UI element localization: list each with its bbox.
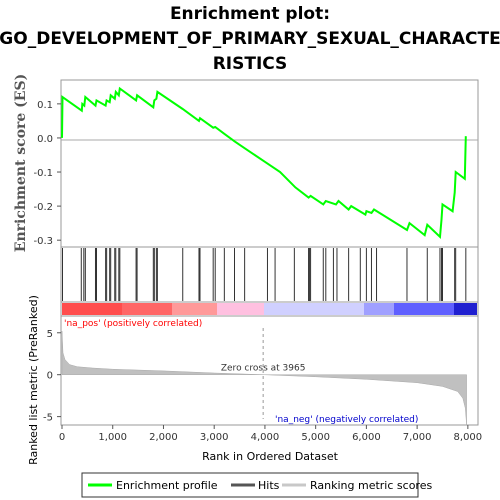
color-bar-red-dark [62,303,122,315]
zero-cross-label: Zero cross at 3965 [221,364,306,374]
es-y-ticks: 0.1 0.0 -0.1 -0.2 -0.3 [33,100,61,247]
es-panel-frame [60,79,479,248]
metric-x-tick-label: 2,000 [149,432,178,443]
metric-x-axis-label: Rank in Ordered Dataset [202,450,339,463]
legend-hits-label: Hits [258,479,280,492]
color-bar-pink [217,303,264,315]
es-y-tick-label: -0.3 [33,236,53,247]
hits-panel [60,246,479,303]
metric-y-tick-label: 5 [47,329,53,340]
ranking-metric-area [61,331,467,426]
negative-correlation-label: 'na_neg' (negatively correlated) [275,415,418,425]
es-y-tick-label: 0.1 [37,100,53,111]
enrichment-profile-line [61,86,467,239]
metric-y-tick-label: -5 [43,413,53,424]
metric-x-tick-label: 6,000 [352,432,381,443]
metric-x-tick-label: 1,000 [98,432,127,443]
hits-marks [62,248,467,301]
metric-x-tick-label: 5,000 [301,432,330,443]
chart-title-line2: GO_DEVELOPMENT_OF_PRIMARY_SEXUAL_CHARACT… [0,29,500,49]
legend: Enrichment profile Hits Ranking metric s… [81,472,432,498]
color-bar-lavender [264,303,364,315]
color-bar-blue-light [364,303,394,315]
hits-panel-frame [60,246,479,303]
es-y-axis-label: Enrichment score (ES) [13,74,29,252]
metric-x-ticks: 0 1,000 2,000 3,000 4,000 5,000 6,000 7,000 8,00… [59,425,482,443]
es-y-tick-label: 0.0 [37,134,53,145]
legend-metric-label: Ranking metric scores [310,479,432,492]
metric-y-tick-label: 0 [47,371,53,382]
metric-y-axis-label: Ranked list metric (PreRanked) [27,295,40,465]
color-bar-blue [394,303,454,315]
metric-x-tick-label: 8,000 [454,432,483,443]
color-bar-blue-dark [454,303,477,315]
positive-correlation-label: 'na_pos' (positively correlated) [64,319,202,329]
metric-x-tick-label: 3,000 [200,432,229,443]
metric-x-tick-label: 4,000 [251,432,280,443]
legend-enrichment-label: Enrichment profile [116,479,218,492]
es-panel: 0.1 0.0 -0.1 -0.2 -0.3 Enrichment score (ES) [13,74,479,252]
es-y-tick-label: -0.1 [33,168,53,179]
metric-y-ticks: 5 0 -5 [43,329,61,424]
chart-title-line1: Enrichment plot: [170,4,330,24]
es-y-tick-label: -0.2 [33,202,53,213]
color-bar-red-light [172,303,217,315]
metric-panel: Zero cross at 3965 'na_pos' (positively … [27,295,482,465]
chart-title-line3: RISTICS [213,54,288,74]
rank-color-bar [60,301,479,317]
metric-x-tick-label: 0 [59,432,65,443]
color-bar-red [122,303,172,315]
metric-x-tick-label: 7,000 [403,432,432,443]
